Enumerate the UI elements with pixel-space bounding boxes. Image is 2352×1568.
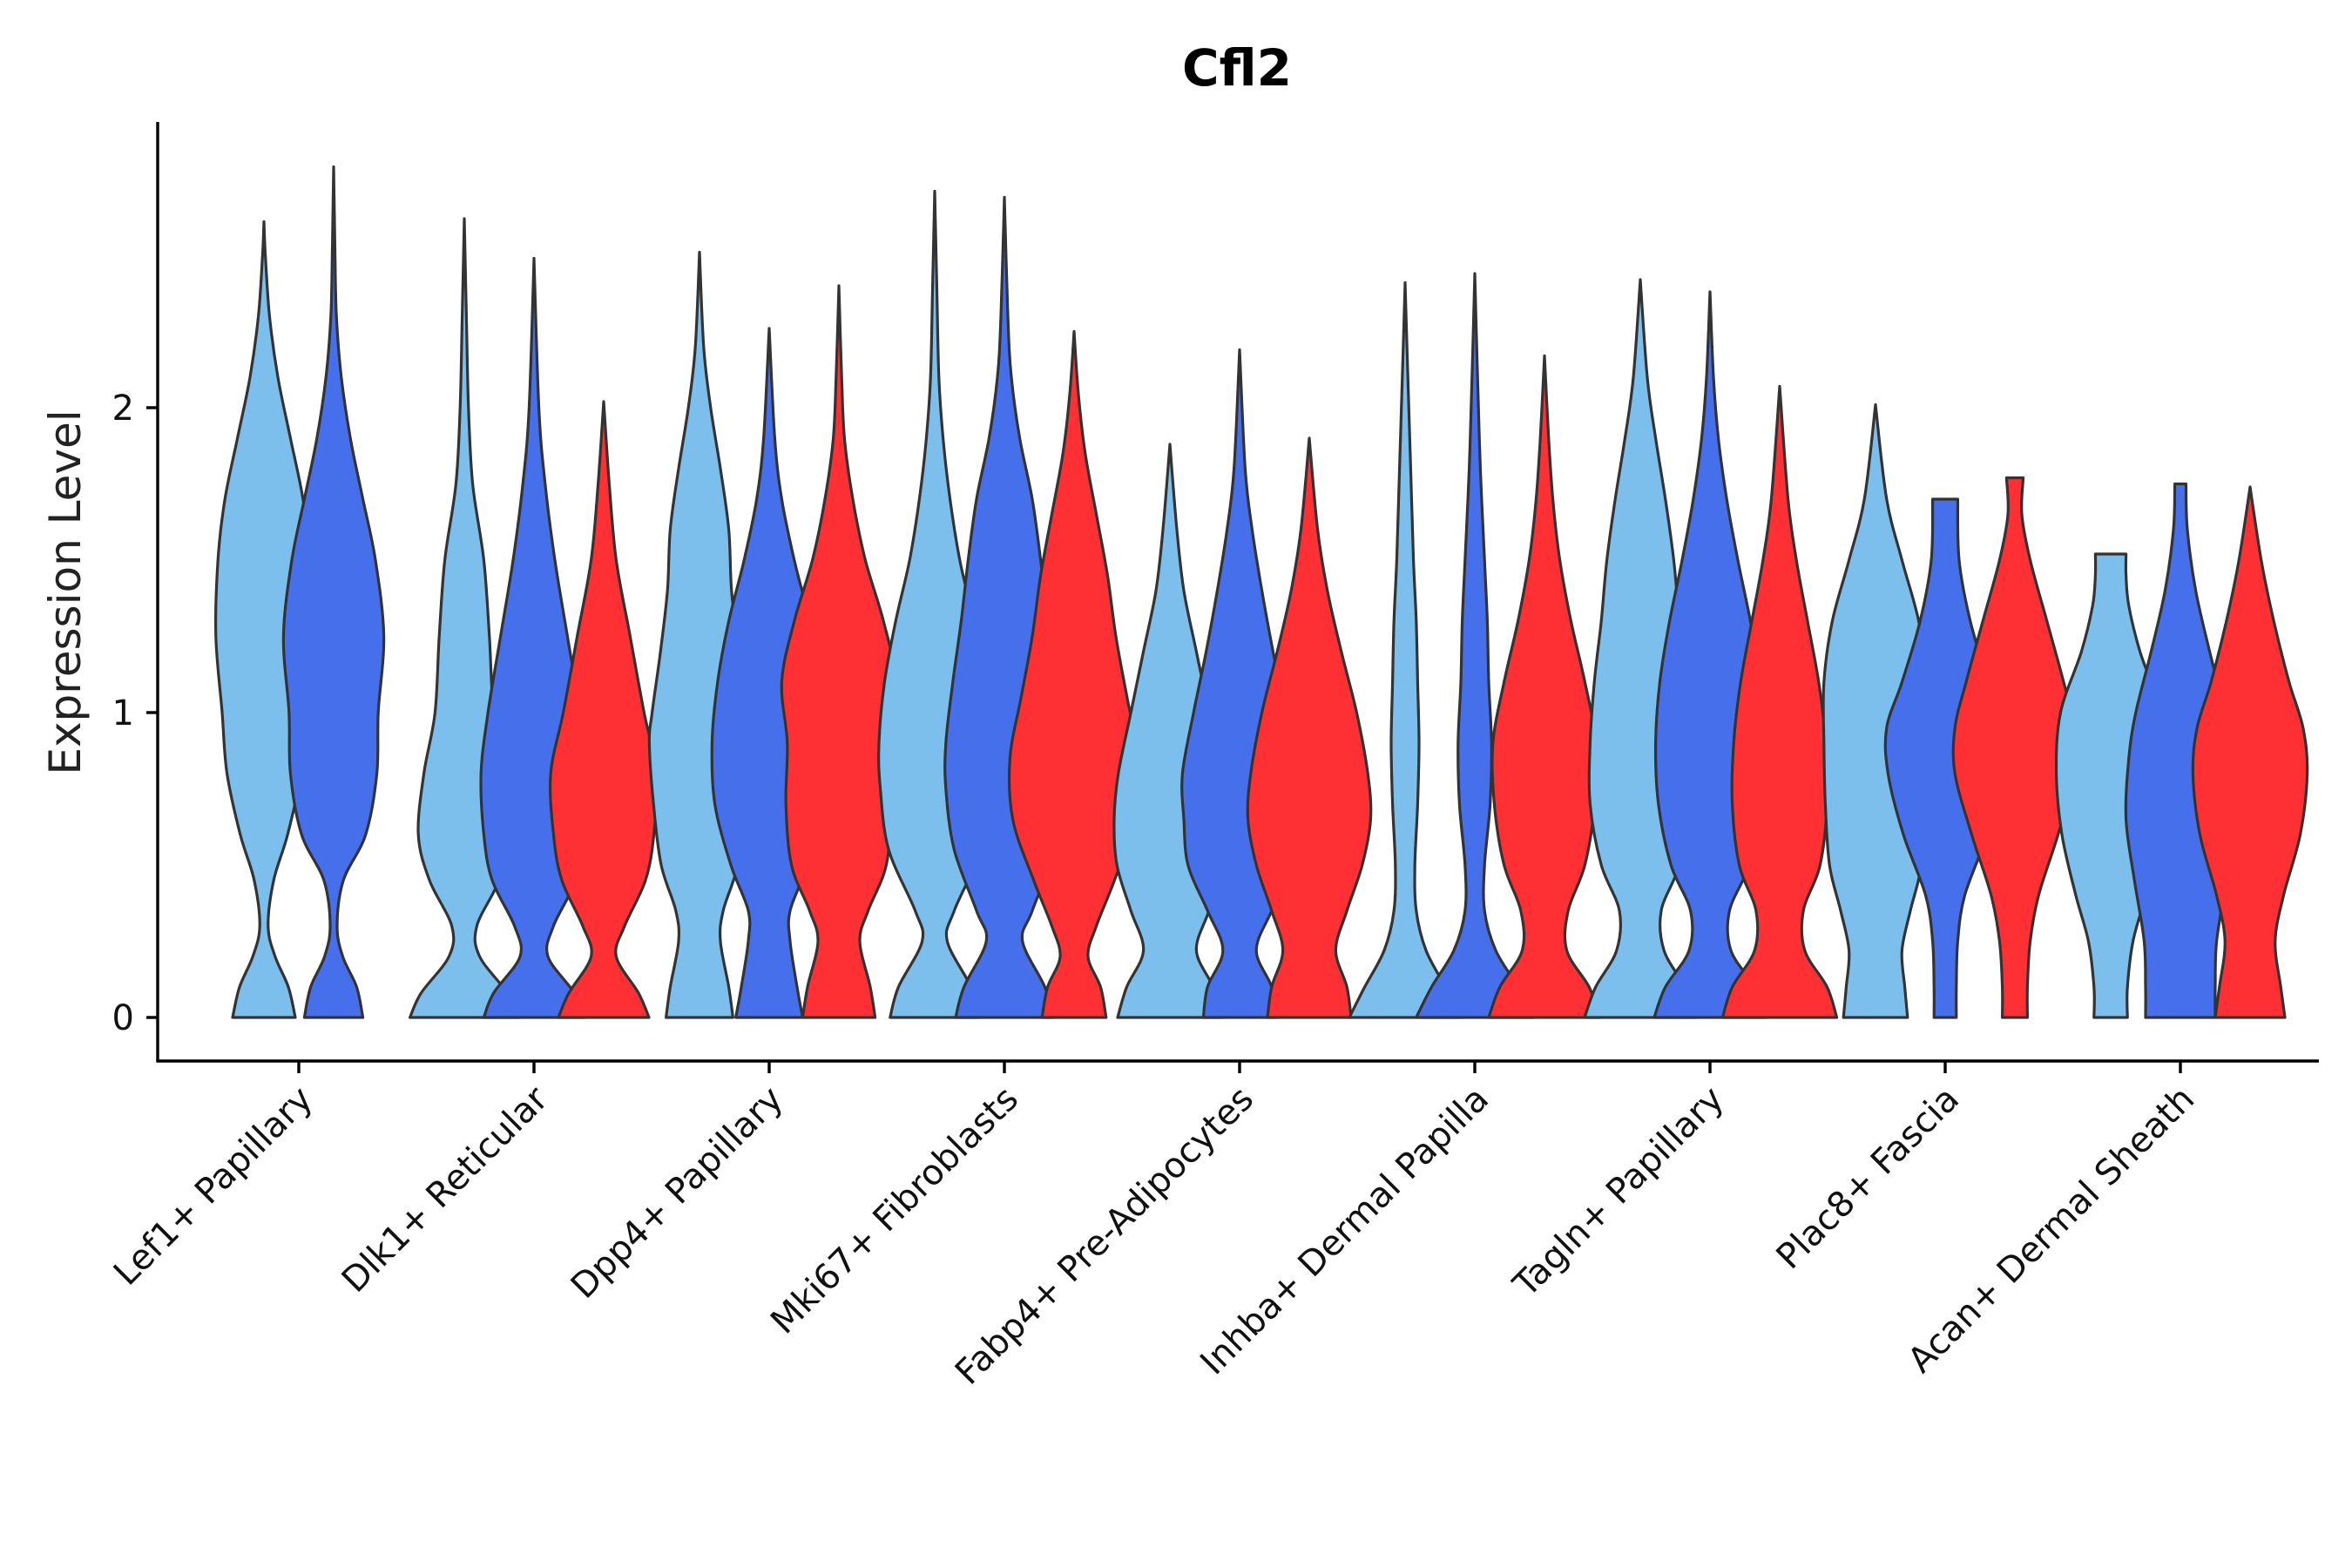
y-tick-label: 0	[112, 998, 134, 1038]
x-tick-label: Plac8+ Fascia	[1769, 1079, 1968, 1278]
violin-red	[1720, 384, 1839, 1019]
y-tick-label: 1	[112, 693, 134, 733]
x-ticks: Lef1+ Papillary Dlk1+ Reticular Dpp4+ Papi…	[106, 1061, 2202, 1393]
violin-blue	[281, 165, 386, 1019]
violin-group	[1583, 278, 1839, 1019]
x-tick-label: Dpp4+ Papillary	[564, 1079, 791, 1307]
violin-red	[1246, 436, 1373, 1019]
violin-group	[1112, 348, 1373, 1019]
x-tick-label: Tagln+ Papillary	[1505, 1079, 1732, 1306]
violins-layer	[213, 165, 2309, 1019]
x-tick-label: Dlk1+ Reticular	[335, 1078, 557, 1301]
violin-light-blue	[1348, 280, 1463, 1019]
x-tick-label: Mki67+ Fibroblasts	[763, 1079, 1026, 1342]
violin-group	[1348, 272, 1602, 1019]
violin-group	[877, 189, 1141, 1019]
violin-group	[409, 217, 659, 1019]
violin-red	[1487, 354, 1602, 1019]
violin-group	[647, 250, 898, 1019]
y-tick-label: 2	[112, 389, 134, 429]
violin-red	[2191, 485, 2309, 1019]
axes-layer	[156, 122, 2319, 1063]
violin-red	[1951, 476, 2078, 1019]
violin-light-blue	[213, 220, 314, 1019]
violin-red	[548, 400, 659, 1019]
violin-blue	[1415, 272, 1535, 1019]
x-tick-label: Lef1+ Papillary	[106, 1079, 321, 1294]
violin-group	[213, 165, 386, 1019]
y-axis-label: Expression Level	[40, 409, 91, 774]
violin-group	[1821, 402, 2078, 1019]
y-ticks: 0 1 2	[112, 389, 158, 1038]
violin-group	[2054, 482, 2309, 1019]
chart-title: Cfl2	[1182, 38, 1292, 98]
violin-red	[780, 284, 898, 1019]
violin-blue	[1883, 497, 2007, 1019]
